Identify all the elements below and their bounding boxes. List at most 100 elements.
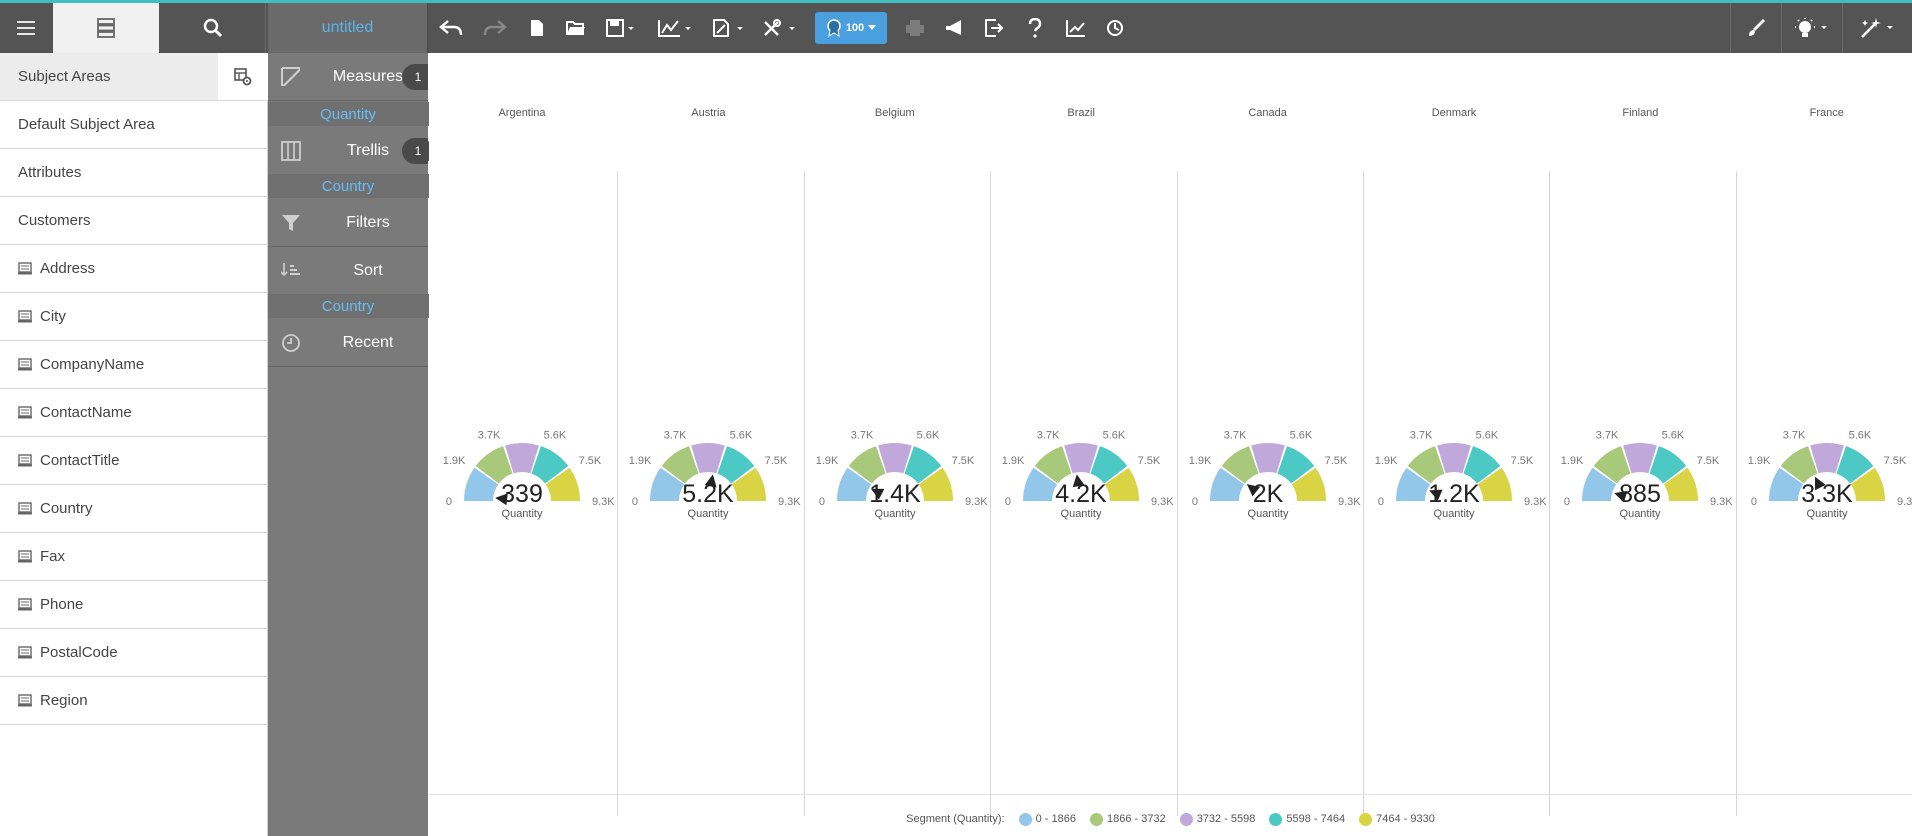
print-button[interactable] <box>902 3 928 53</box>
segment-legend: Segment (Quantity): 0 - 1866 1866 - 3732 3… <box>429 809 1912 829</box>
open-button[interactable] <box>563 3 589 53</box>
tools-button[interactable] <box>760 3 800 53</box>
trellis-country-label: Belgium <box>874 107 915 119</box>
gauge-tick-label: 9.3K <box>1897 496 1912 508</box>
gauge-tick-label: 9.3K <box>1524 496 1547 508</box>
magic-wand-icon <box>1860 18 1893 38</box>
field-item[interactable]: Fax <box>0 533 268 581</box>
field-item[interactable]: Country <box>0 485 268 533</box>
menu-button[interactable] <box>0 3 52 53</box>
trellis-country-label: France <box>1809 107 1844 119</box>
legend-item[interactable]: 3732 - 5598 <box>1172 812 1256 826</box>
help-button[interactable] <box>1022 3 1048 53</box>
measures-shelf[interactable]: Measures 1 <box>268 53 428 101</box>
gauge-tick-label: 0 <box>1378 496 1384 508</box>
subject-area-panel: Subject Areas Default Subject Area Attrib… <box>0 53 268 836</box>
trellis-pill-country[interactable]: Country <box>268 174 452 198</box>
gauge-segment <box>918 467 953 501</box>
redo-button[interactable] <box>480 3 510 53</box>
recent-shelf[interactable]: Recent <box>268 319 428 367</box>
gauge-measure-label: Quantity <box>1247 508 1288 520</box>
field-item[interactable]: Region <box>0 677 268 725</box>
browse-tab[interactable] <box>53 3 159 53</box>
magic-wand-button[interactable] <box>1842 3 1912 53</box>
sort-icon <box>281 263 300 277</box>
subject-item-label: ContactName <box>40 404 132 421</box>
gauge-value: 1.4K <box>869 480 921 508</box>
gauge-segment <box>904 446 942 484</box>
subject-item-label: Fax <box>40 548 66 565</box>
legend-item[interactable]: 5598 - 7464 <box>1261 812 1345 826</box>
gauge-tick-label: 3.7K <box>1783 429 1806 441</box>
field-item[interactable]: City <box>0 293 268 341</box>
subject-area-item[interactable]: Customers <box>0 197 268 245</box>
subject-area-item[interactable]: Attributes <box>0 149 268 197</box>
trellis-country-label: Argentina <box>498 107 546 119</box>
table-settings-icon <box>234 67 252 85</box>
field-item[interactable]: CompanyName <box>0 341 268 389</box>
undo-button[interactable] <box>436 3 466 53</box>
trellis-country-label: Finland <box>1622 107 1659 119</box>
gauge-segment <box>1664 467 1699 501</box>
brush-button[interactable] <box>1730 3 1780 53</box>
legend-divider <box>429 794 1912 795</box>
gauge-segment <box>836 467 872 501</box>
field-item[interactable]: PostalCode <box>0 629 268 677</box>
gauge-tick-label: 5.6K <box>1662 429 1685 441</box>
gauge-tick-label: 0 <box>1191 496 1197 508</box>
legend-item[interactable]: 7464 - 9330 <box>1351 812 1435 826</box>
gauge-segment <box>1649 446 1687 484</box>
gauge-tick-label: 3.7K <box>664 429 687 441</box>
zoom-button[interactable]: 100 <box>815 12 887 44</box>
page-settings-button[interactable] <box>710 3 748 53</box>
sort-shelf[interactable]: Sort <box>268 247 428 295</box>
filters-shelf[interactable]: Filters <box>268 199 428 247</box>
legend-item[interactable]: 1866 - 3732 <box>1082 812 1166 826</box>
zoom-level: 100 <box>845 22 865 34</box>
field-icon <box>18 406 32 419</box>
subject-item-label: ContactTitle <box>40 452 120 469</box>
new-document-button[interactable] <box>524 3 550 53</box>
insights-button[interactable] <box>1781 3 1841 53</box>
search-icon <box>203 18 222 38</box>
trellis-shelf[interactable]: Trellis 1 <box>268 127 450 175</box>
field-item[interactable]: ContactName <box>0 389 268 437</box>
field-item[interactable]: Phone <box>0 581 268 629</box>
gauge-tick-label: 9.3K <box>1338 496 1361 508</box>
chart-type-button[interactable] <box>657 3 695 53</box>
gauge-value: 4.2K <box>1055 480 1107 508</box>
gauge-segment <box>691 443 726 474</box>
trend-button[interactable] <box>1063 3 1089 53</box>
search-tab[interactable] <box>160 3 266 53</box>
timer-button[interactable] <box>1102 3 1128 53</box>
subject-area-settings-button[interactable] <box>218 53 268 100</box>
gauge-segment <box>877 443 912 474</box>
document-title-area[interactable]: untitled <box>268 3 428 53</box>
sort-pill-country[interactable]: Country <box>268 294 452 318</box>
gauge-tick-label: 1.9K <box>629 455 652 467</box>
legend-item[interactable]: 0 - 1866 <box>1011 812 1076 826</box>
gauge-tick-label: 9.3K <box>1151 496 1174 508</box>
field-item[interactable]: Address <box>0 245 268 293</box>
measure-pill-quantity[interactable]: Quantity <box>268 102 452 126</box>
gauge-value: 5.2K <box>683 480 735 508</box>
subject-area-item[interactable]: Default Subject Area <box>0 101 268 149</box>
save-button[interactable] <box>602 3 640 53</box>
subject-areas-header[interactable]: Subject Areas <box>0 53 268 101</box>
announce-button[interactable] <box>942 3 968 53</box>
gauge-tick-label: 9.3K <box>1710 496 1733 508</box>
legend-label: 3732 - 5598 <box>1196 813 1256 825</box>
gauge-segment <box>1437 443 1471 474</box>
gauge-segment <box>1221 446 1259 484</box>
export-button[interactable] <box>981 3 1007 53</box>
gauge-tick-label: 0 <box>1564 496 1570 508</box>
field-item[interactable]: ContactTitle <box>0 437 268 485</box>
